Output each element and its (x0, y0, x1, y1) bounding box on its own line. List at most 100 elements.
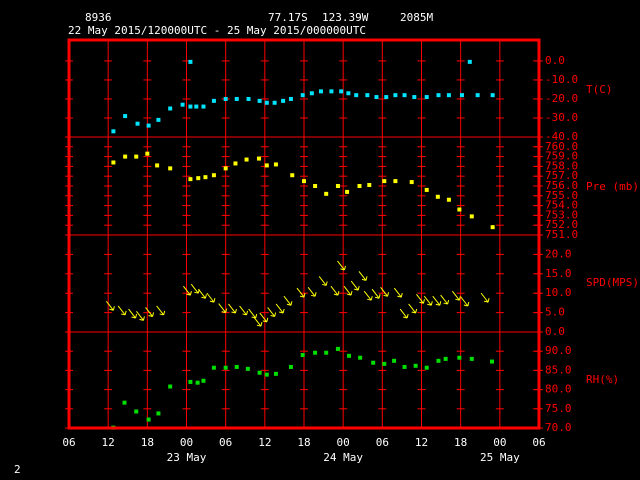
data-point (459, 93, 464, 98)
data-point (272, 100, 277, 105)
data-point (392, 358, 397, 363)
data-point (446, 93, 451, 98)
data-point (264, 372, 269, 377)
longitude: 123.39W (322, 11, 369, 24)
wind-arrow (423, 295, 433, 306)
data-point (201, 378, 206, 383)
wind-arrow (218, 303, 228, 314)
wind-arrow (393, 287, 403, 298)
data-point (146, 417, 151, 422)
data-point (424, 187, 429, 192)
data-point (146, 123, 151, 128)
data-point (256, 156, 261, 161)
data-point (145, 151, 150, 156)
x-tick-label: 18 (454, 436, 467, 449)
wind-arrow (350, 280, 360, 291)
wind-arrow (259, 312, 269, 323)
latitude: 77.17S (268, 11, 308, 24)
data-point (358, 355, 363, 360)
data-point (318, 89, 323, 94)
data-point (309, 91, 314, 96)
data-point (223, 166, 228, 171)
wind-arrow (480, 292, 490, 303)
y-tick-label: 752.0 (545, 218, 578, 231)
y-tick-label: -40.0 (545, 130, 578, 143)
y-tick-label: 70.0 (545, 421, 572, 434)
panel-label: RH(%) (586, 373, 619, 386)
y-tick-label: 754.0 (545, 199, 578, 212)
data-point (201, 104, 206, 109)
wind-arrow (451, 290, 461, 301)
data-point (402, 364, 407, 369)
data-point (244, 157, 249, 162)
data-point (424, 95, 429, 100)
x-tick-label: 12 (415, 436, 428, 449)
data-point (357, 184, 362, 188)
data-point (123, 114, 128, 119)
data-point (393, 179, 398, 184)
data-point (155, 163, 160, 168)
y-tick-label: 5.0 (545, 306, 565, 319)
data-point (346, 91, 351, 96)
data-point (335, 184, 340, 188)
data-point (234, 364, 239, 369)
data-point (288, 96, 293, 101)
data-point (490, 93, 495, 98)
data-point (490, 359, 494, 364)
data-point (257, 98, 262, 103)
y-tick-label: 756.0 (545, 179, 578, 192)
data-point (412, 95, 417, 100)
data-point (300, 93, 305, 98)
wind-arrow (105, 300, 115, 311)
data-point (188, 177, 193, 182)
data-point (156, 117, 161, 122)
data-point (180, 102, 185, 107)
data-point (281, 98, 286, 103)
y-tick-label: 0.0 (545, 54, 565, 67)
wind-arrow (343, 285, 353, 296)
y-tick-label: -20.0 (545, 92, 578, 105)
data-point (345, 189, 350, 194)
data-point (156, 411, 161, 416)
x-tick-label: 18 (297, 436, 310, 449)
data-point (436, 358, 441, 363)
wind-arrow (206, 292, 216, 303)
data-point (435, 194, 440, 199)
data-point (413, 363, 418, 368)
data-point (402, 93, 407, 98)
period: 22 May 2015/120000UTC - 25 May 2015/0000… (68, 24, 366, 37)
data-point (195, 380, 200, 385)
data-point (469, 214, 474, 219)
data-point (290, 173, 295, 178)
wind-arrow (399, 308, 409, 319)
data-point (300, 353, 305, 358)
wind-arrow (416, 293, 425, 304)
data-point (467, 59, 472, 64)
y-tick-label: 75.0 (545, 402, 572, 415)
date-label: 23 May (167, 451, 207, 464)
data-point (188, 59, 193, 64)
data-point (223, 365, 228, 370)
data-point (168, 106, 173, 111)
y-tick-label: -10.0 (545, 73, 578, 86)
x-tick-label: 06 (376, 436, 389, 449)
y-tick-label: 759.0 (545, 150, 578, 163)
wind-arrow (267, 307, 277, 317)
page-number: 2 (14, 463, 21, 476)
data-point (490, 225, 495, 230)
wind-arrow (183, 285, 192, 296)
data-point (135, 121, 140, 126)
data-point (424, 365, 429, 370)
data-point (223, 96, 228, 101)
y-tick-label: 80.0 (545, 383, 572, 396)
x-tick-label: 12 (102, 436, 115, 449)
y-tick-label: 758.0 (545, 159, 578, 172)
data-point (446, 197, 451, 202)
data-point (324, 350, 329, 355)
data-point (302, 179, 306, 184)
data-point (123, 154, 128, 159)
y-tick-label: -30.0 (545, 111, 578, 124)
wind-arrow (190, 283, 200, 294)
wind-arrow (117, 305, 127, 316)
